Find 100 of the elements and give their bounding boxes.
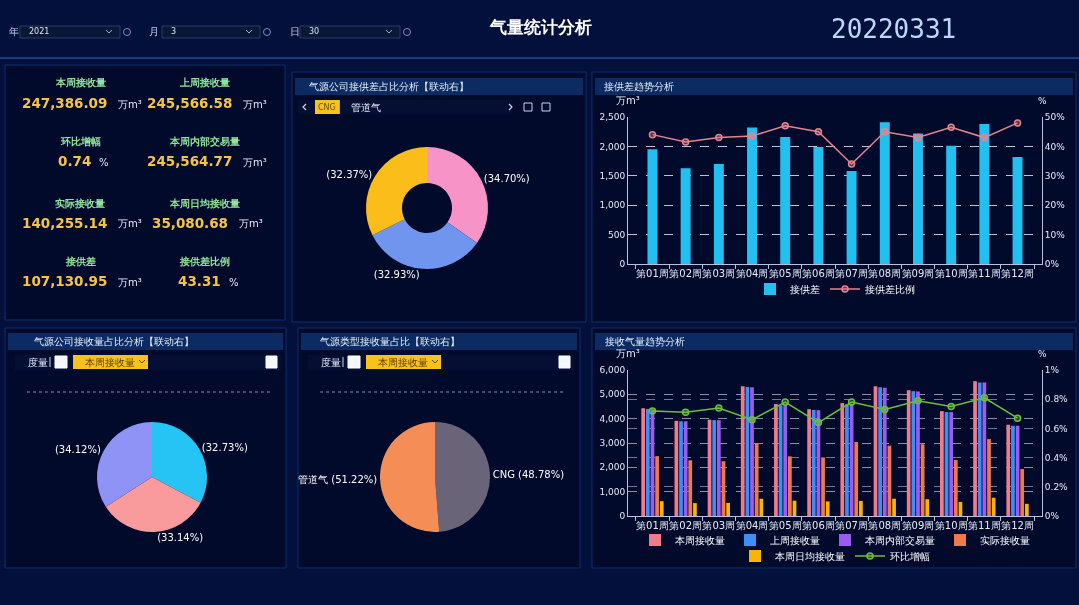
- point: [681, 408, 690, 417]
- point: [847, 160, 856, 168]
- chart-title: 接供差趋势分析: [604, 81, 674, 92]
- bar: [780, 136, 791, 264]
- text: 实际接收量: [55, 198, 105, 209]
- legend-label: 本周内部交易量: [865, 534, 935, 546]
- chart-title: 气源公司接收量占比分析【联动右】: [34, 336, 194, 347]
- point: [980, 393, 989, 402]
- text: 日: [290, 26, 300, 37]
- slice-label: 管道气 (51.22%): [298, 473, 378, 485]
- point: [881, 405, 889, 414]
- point: [681, 138, 690, 146]
- legend-label: 接供差比例: [865, 283, 915, 295]
- text: 本周内部交易量: [169, 136, 240, 147]
- bar: [913, 133, 923, 264]
- point: [781, 398, 789, 406]
- bar: [991, 497, 996, 516]
- x-tick-label: 第04周: [735, 520, 769, 531]
- y2-tick-label: 0.8%: [1044, 394, 1069, 405]
- bar: [693, 503, 697, 516]
- point: [847, 398, 856, 406]
- y-tick-label: 1,500: [599, 170, 626, 181]
- bar: [680, 168, 691, 264]
- bar: [940, 411, 944, 516]
- y-tick-label: 1,000: [599, 486, 626, 497]
- y2-tick-label: 0.2%: [1044, 481, 1069, 492]
- bar: [740, 386, 745, 516]
- y2-tick-label: 50%: [1044, 112, 1066, 123]
- bar: [840, 403, 845, 516]
- bar: [859, 500, 863, 516]
- legend-label: 环比增幅: [890, 550, 930, 562]
- bar: [906, 390, 911, 516]
- legend-label: 本周日均接收量: [775, 550, 845, 562]
- text: 245,566.58: [147, 95, 233, 111]
- bar: [813, 146, 824, 264]
- bar: [916, 391, 920, 516]
- bar: [750, 387, 754, 516]
- bar: [1012, 156, 1023, 264]
- y2-tick-label: 0%: [1044, 259, 1060, 270]
- bar: [712, 420, 717, 516]
- point: [648, 130, 657, 139]
- bar: [973, 381, 977, 516]
- y-tick-label: 2,000: [599, 462, 626, 473]
- point: [881, 127, 889, 136]
- bar: [655, 456, 659, 516]
- text: 环比增幅: [60, 136, 101, 147]
- y2-tick-label: 0.4%: [1044, 452, 1069, 463]
- x-tick-label: 第10周: [934, 520, 968, 531]
- text: 43.31: [178, 273, 221, 289]
- donut-slice: [372, 219, 478, 269]
- point: [980, 133, 989, 142]
- y2-tick-label: 30%: [1044, 170, 1066, 181]
- text: 本周接收量: [85, 357, 135, 368]
- y-axis-title: 万m³: [616, 95, 640, 106]
- point: [715, 404, 723, 412]
- bar: [953, 460, 958, 516]
- x-tick-label: 第09周: [901, 520, 935, 531]
- y2-tick-label: 20%: [1044, 200, 1066, 211]
- x-tick-label: 第06周: [802, 268, 835, 279]
- data-label: (32.37%): [326, 168, 373, 180]
- y2-axis-title: %: [1038, 96, 1047, 106]
- text: 年: [9, 26, 19, 37]
- text: 度量: [321, 357, 341, 368]
- bar: [979, 124, 990, 264]
- legend-label: 实际接收量: [980, 534, 1030, 546]
- bar: [811, 409, 816, 516]
- point: [1013, 414, 1022, 422]
- y-tick-label: 2,500: [599, 112, 626, 123]
- chart-title: 气源类型接收量占比【联动右】: [320, 336, 460, 347]
- point: [715, 133, 723, 142]
- x-tick-label: 第07周: [835, 268, 868, 279]
- bar: [879, 122, 890, 264]
- y-tick-label: 1,000: [599, 200, 626, 211]
- bar: [645, 408, 650, 516]
- text: 本周接收量: [378, 357, 428, 368]
- point: [947, 402, 955, 411]
- text: 上周接收量: [179, 77, 230, 88]
- text: 35,080.68: [152, 215, 229, 231]
- bar: [659, 501, 664, 516]
- x-tick-label: 第07周: [835, 520, 868, 531]
- text: 万m³: [118, 218, 142, 229]
- bar: [911, 391, 916, 516]
- bar: [747, 127, 757, 264]
- text: 本周接收量: [55, 77, 106, 88]
- x-tick-label: 第03周: [702, 268, 736, 279]
- y-tick-label: 2,000: [599, 141, 626, 152]
- bar: [845, 404, 849, 516]
- point: [914, 396, 922, 405]
- y-tick-label: 0: [619, 511, 626, 522]
- bar: [825, 501, 830, 516]
- text: 万m³: [243, 99, 267, 110]
- x-tick-label: 第04周: [735, 268, 769, 279]
- y-tick-label: 0: [619, 259, 626, 270]
- x-tick-label: 第12周: [1001, 268, 1034, 279]
- bar: [683, 421, 688, 516]
- text: 接供差比例: [179, 256, 230, 267]
- y2-tick-label: 0%: [1044, 511, 1060, 522]
- legend-label: 接供差: [790, 283, 820, 295]
- x-tick-label: 第08周: [868, 268, 902, 279]
- x-tick-label: 第01周: [636, 268, 669, 279]
